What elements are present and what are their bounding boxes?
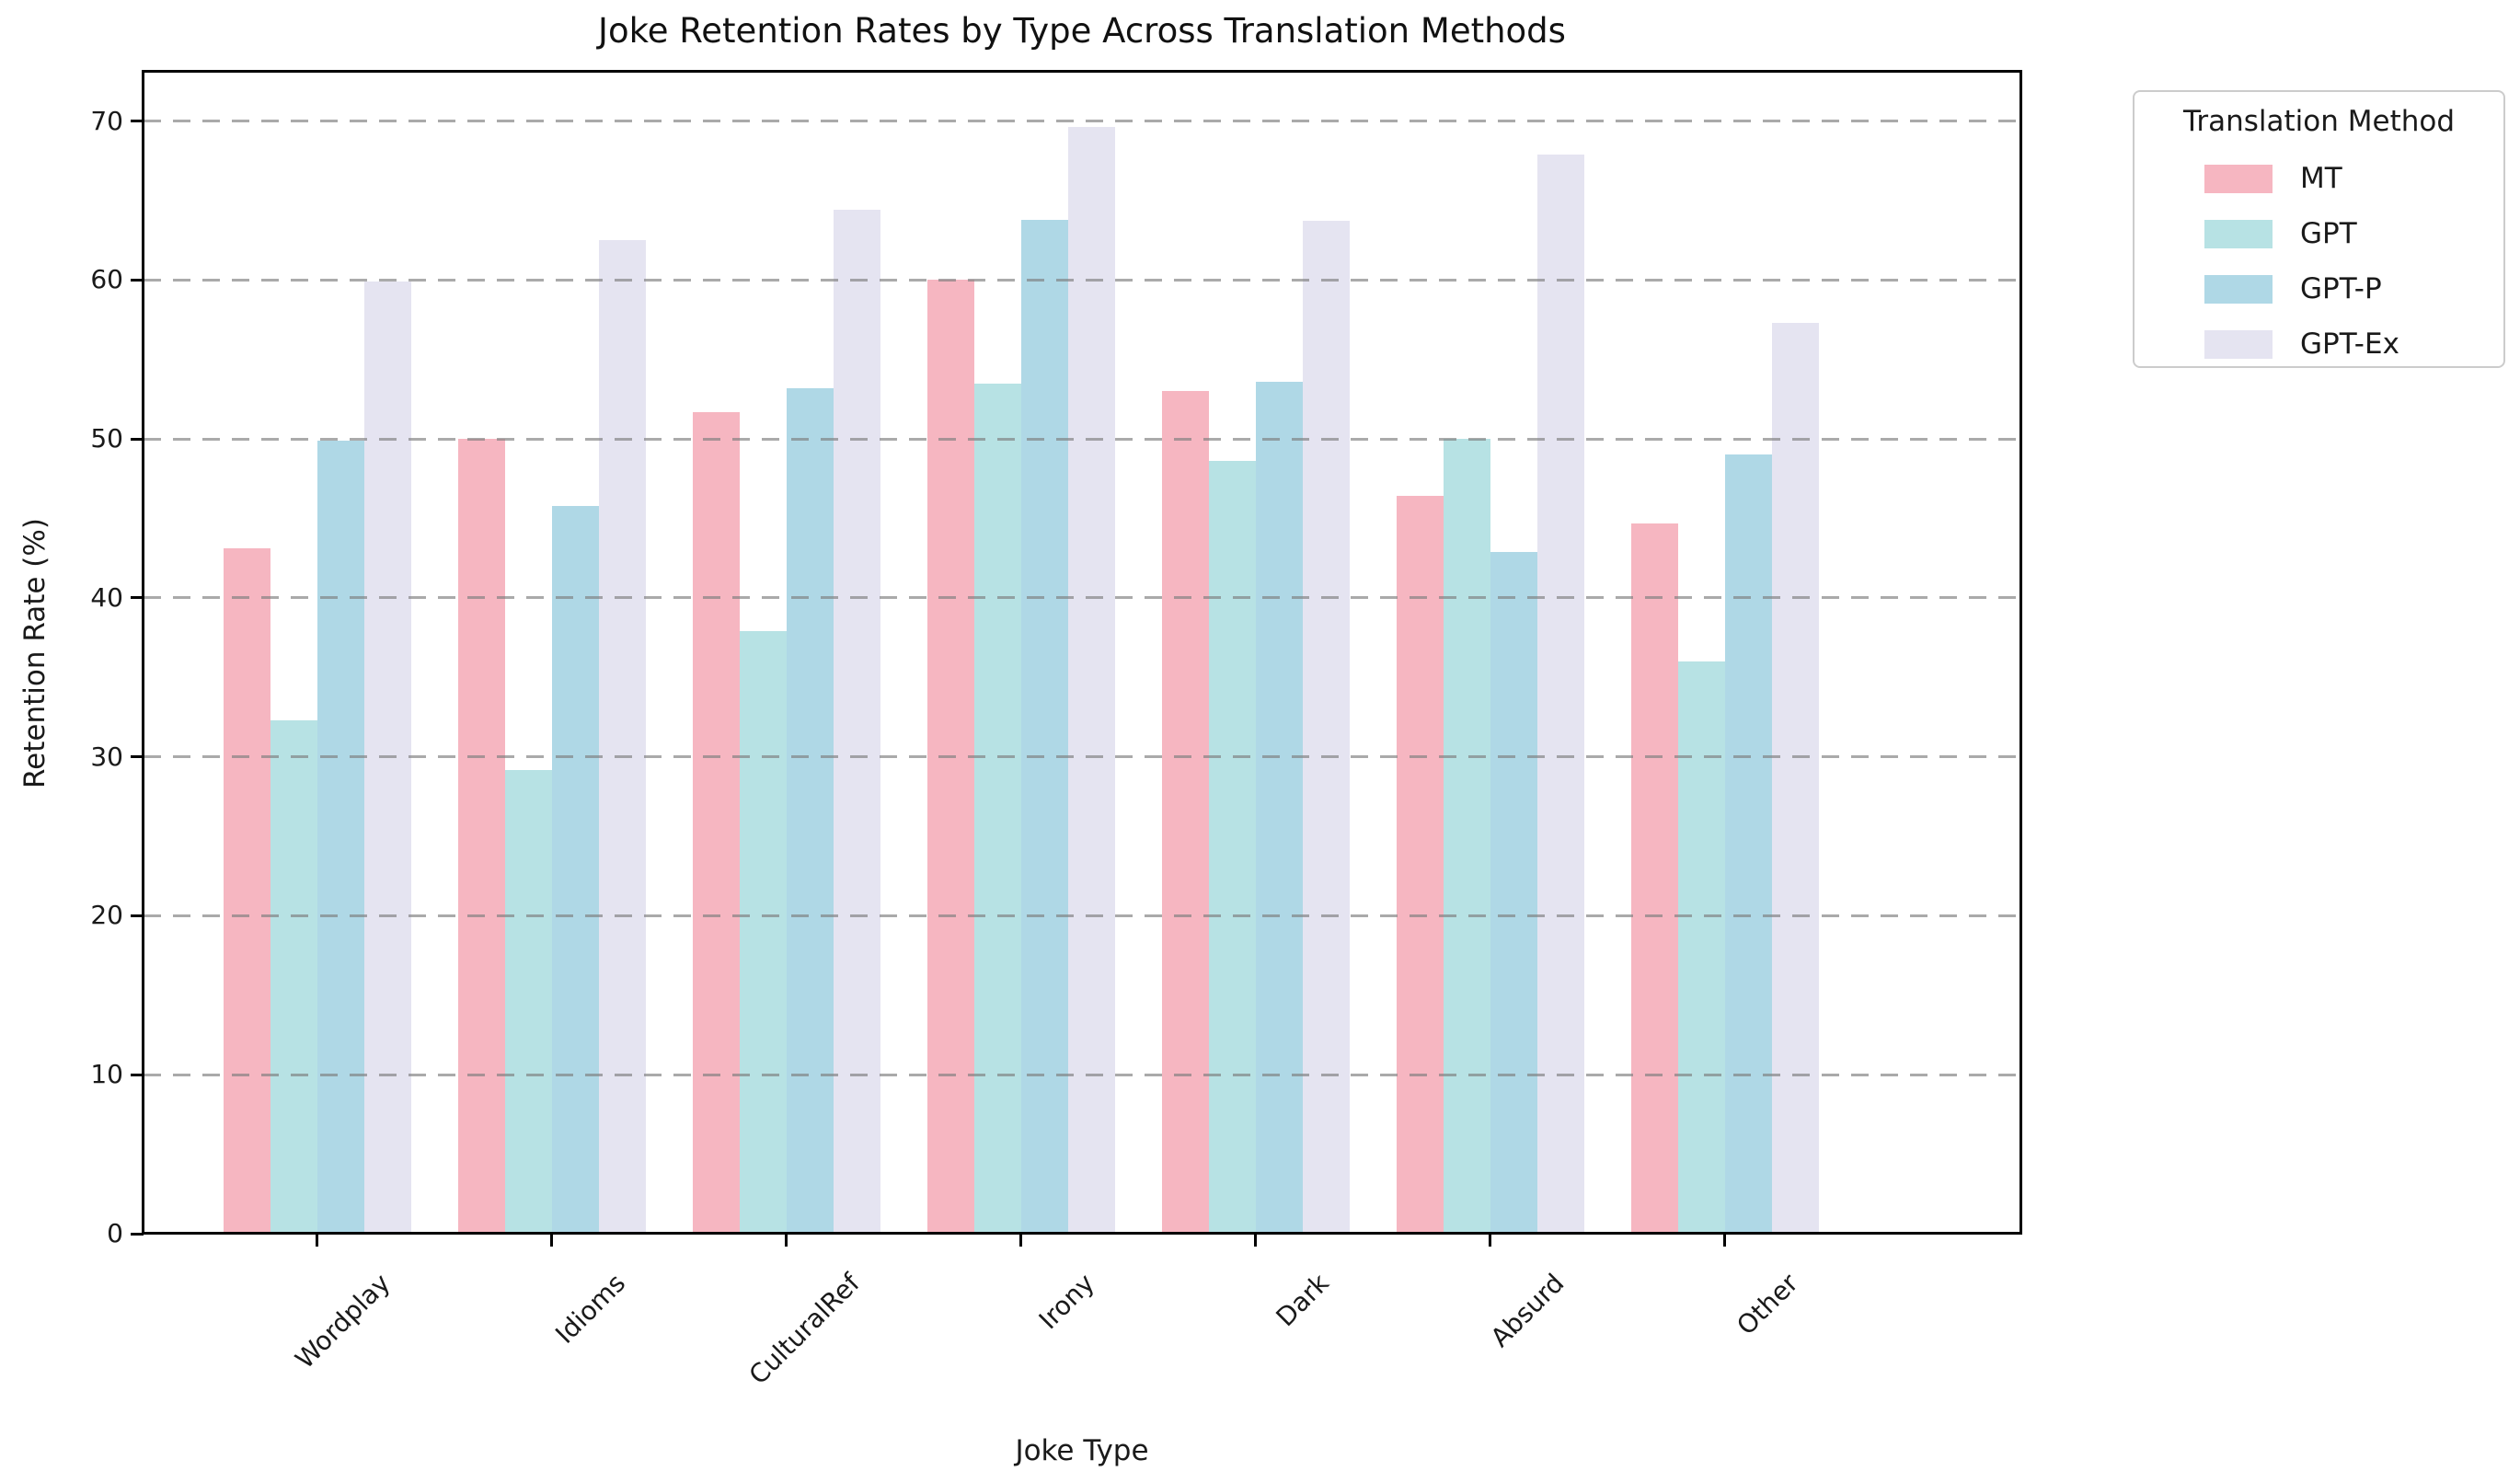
bar-MT-Wordplay: [223, 548, 270, 1234]
legend-item-GPT-Ex: GPT-Ex: [2135, 316, 2503, 372]
bar-MT-Idioms: [457, 439, 505, 1234]
bar-GPT-Other: [1677, 661, 1725, 1234]
x-tick-Irony: [1019, 1234, 1023, 1247]
y-tick-label-60: 60: [90, 264, 123, 295]
x-tick-Idioms: [550, 1234, 554, 1247]
bar-GPT-Dark: [1208, 461, 1256, 1234]
bar-GPT-CulturalRef: [739, 631, 787, 1234]
gridline-10: [144, 1073, 2020, 1076]
legend-item-label: GPT-Ex: [2300, 328, 2399, 361]
bar-GPT-P-CulturalRef: [786, 387, 834, 1234]
bar-GPT-Ex-CulturalRef: [833, 210, 880, 1234]
bar-MT-Absurd: [1396, 496, 1444, 1234]
legend-swatch-MT: [2204, 164, 2273, 193]
bar-MT-CulturalRef: [692, 411, 740, 1234]
gridline-60: [144, 278, 2020, 282]
x-tick-Wordplay: [316, 1234, 319, 1247]
y-tick-label-20: 20: [90, 900, 123, 931]
x-tick-label-Absurd: Absurd: [1484, 1268, 1571, 1353]
y-tick-label-10: 10: [90, 1059, 123, 1090]
bar-GPT-Ex-Dark: [1302, 221, 1350, 1234]
x-axis-label: Joke Type: [1015, 1434, 1149, 1467]
bar-GPT-Ex-Other: [1771, 323, 1819, 1234]
bar-GPT-P-Other: [1724, 454, 1772, 1234]
x-tick-label-Idioms: Idioms: [549, 1268, 632, 1350]
bar-GPT-P-Absurd: [1490, 551, 1537, 1234]
gridline-20: [144, 914, 2020, 917]
chart-title: Joke Retention Rates by Type Across Tran…: [598, 11, 1566, 51]
y-tick-label-40: 40: [90, 581, 123, 613]
x-tick-label-CulturalRef: CulturalRef: [742, 1268, 867, 1391]
bar-GPT-Ex-Idioms: [598, 240, 646, 1234]
bar-GPT-P-Irony: [1020, 219, 1068, 1234]
legend-item-MT: MT: [2135, 151, 2503, 206]
y-tick-label-50: 50: [90, 423, 123, 454]
y-tick-50: [131, 437, 144, 441]
axis-spine-left: [142, 70, 144, 1235]
legend: Translation Method MT GPT GPT-P GPT-Ex: [2133, 90, 2505, 368]
bar-GPT-Absurd: [1443, 439, 1490, 1234]
gridline-40: [144, 596, 2020, 600]
bar-GPT-Irony: [973, 383, 1021, 1234]
x-tick-Absurd: [1489, 1234, 1492, 1247]
legend-swatch-GPT-Ex: [2204, 329, 2273, 359]
y-tick-label-0: 0: [107, 1218, 123, 1248]
legend-item-label: GPT: [2300, 217, 2357, 250]
y-tick-20: [131, 914, 144, 917]
legend-swatch-GPT: [2204, 219, 2273, 248]
gridline-30: [144, 755, 2020, 759]
legend-swatch-GPT-P: [2204, 274, 2273, 304]
bar-GPT-Ex-Irony: [1067, 127, 1115, 1234]
bar-MT-Dark: [1161, 391, 1209, 1234]
bar-GPT-Wordplay: [270, 719, 317, 1234]
y-tick-label-30: 30: [90, 741, 123, 772]
axis-spine-bottom: [142, 1232, 2022, 1235]
y-tick-40: [131, 596, 144, 600]
y-tick-10: [131, 1073, 144, 1076]
bar-GPT-P-Wordplay: [316, 440, 364, 1234]
y-axis-label: Retention Rate (%): [18, 518, 52, 788]
legend-title: Translation Method: [2182, 105, 2456, 138]
axis-spine-right: [2019, 70, 2022, 1235]
x-tick-label-Other: Other: [1731, 1268, 1805, 1341]
x-tick-label-Irony: Irony: [1032, 1268, 1101, 1336]
legend-item-GPT-P: GPT-P: [2135, 261, 2503, 316]
plot-area: [144, 72, 2020, 1234]
bar-GPT-Idioms: [504, 769, 552, 1234]
x-tick-Other: [1723, 1234, 1727, 1247]
y-tick-30: [131, 755, 144, 759]
x-tick-label-Dark: Dark: [1270, 1268, 1336, 1333]
legend-items: MT GPT GPT-P GPT-Ex: [2135, 151, 2503, 372]
axis-spine-top: [142, 70, 2022, 73]
legend-item-label: GPT-P: [2300, 272, 2382, 305]
y-tick-label-70: 70: [90, 105, 123, 136]
gridline-70: [144, 120, 2020, 123]
y-tick-60: [131, 278, 144, 282]
y-tick-70: [131, 120, 144, 123]
legend-item-label: MT: [2300, 162, 2342, 195]
legend-item-GPT: GPT: [2135, 206, 2503, 261]
bar-GPT-P-Idioms: [551, 505, 599, 1234]
x-tick-Dark: [1254, 1234, 1258, 1247]
x-tick-label-Wordplay: Wordplay: [289, 1268, 397, 1375]
gridline-50: [144, 437, 2020, 441]
bar-GPT-P-Dark: [1255, 381, 1303, 1234]
bar-GPT-Ex-Absurd: [1536, 154, 1584, 1234]
y-tick-0: [131, 1232, 144, 1236]
bar-MT-Other: [1630, 523, 1678, 1234]
x-tick-CulturalRef: [785, 1234, 788, 1247]
